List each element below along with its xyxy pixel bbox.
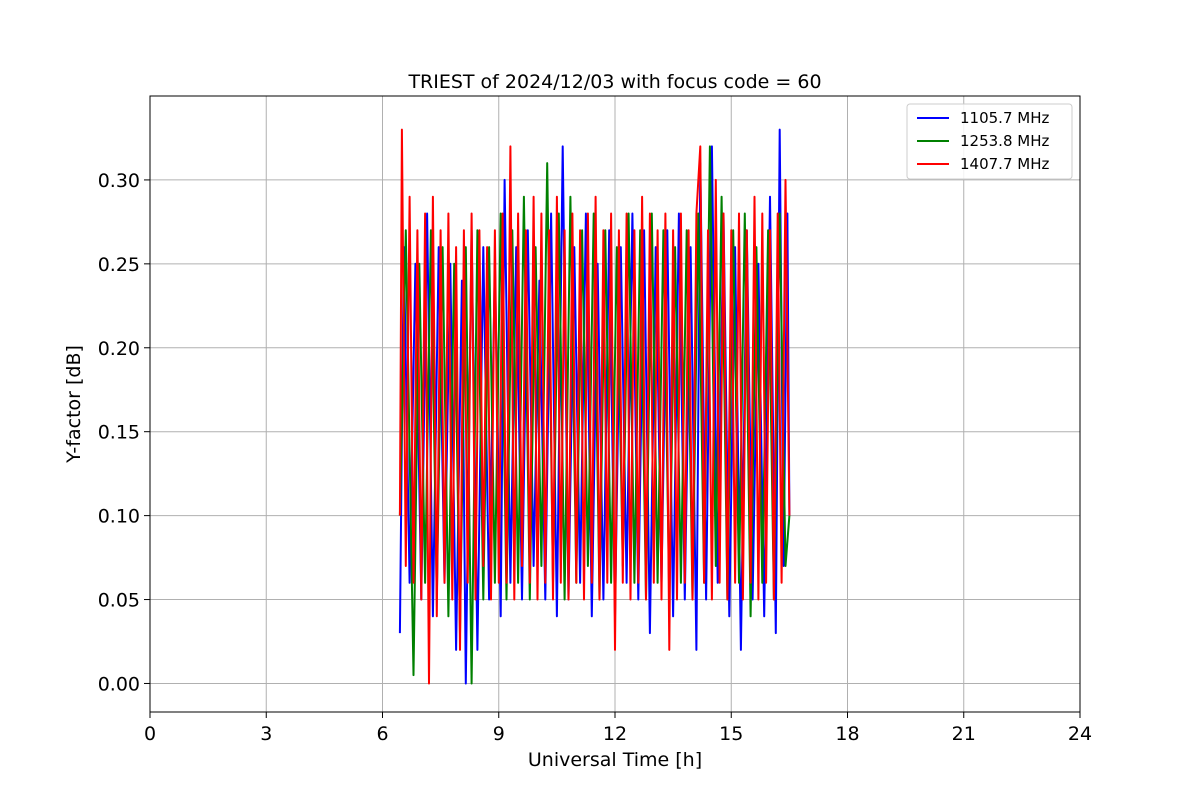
legend-label: 1407.7 MHz (960, 155, 1049, 173)
legend-label: 1105.7 MHz (960, 109, 1049, 127)
x-tick-label: 24 (1068, 723, 1092, 745)
x-tick-label: 0 (144, 723, 156, 745)
x-tick-label: 12 (603, 723, 627, 745)
x-tick-label: 15 (719, 723, 743, 745)
y-tick-label: 0.05 (98, 590, 140, 612)
y-tick-label: 0.25 (98, 254, 140, 276)
legend-box (906, 103, 1073, 180)
x-tick-label: 6 (376, 723, 388, 745)
legend: 1105.7 MHz 1253.8 MHz 1407.7 MHz (906, 103, 1073, 180)
y-tick-label: 0.00 (98, 673, 140, 695)
y-axis-title: Y-factor [dB] (63, 345, 85, 464)
series-line-3 (398, 128, 791, 685)
y-tick-label: 0.15 (98, 422, 140, 444)
y-tick-label: 0.30 (98, 170, 140, 192)
x-tick-label: 21 (952, 723, 976, 745)
chart-title: TRIEST of 2024/12/03 with focus code = 6… (407, 71, 821, 93)
y-tick-label: 0.20 (98, 338, 140, 360)
x-tick-label: 18 (835, 723, 859, 745)
series-layer (398, 128, 791, 685)
y-tick-label: 0.10 (98, 506, 140, 528)
legend-items: 1105.7 MHz 1253.8 MHz 1407.7 MHz (917, 109, 1049, 173)
x-axis-title: Universal Time [h] (528, 749, 702, 771)
x-tick-label: 3 (260, 723, 272, 745)
x-tick-label: 9 (493, 723, 505, 745)
legend-label: 1253.8 MHz (960, 132, 1049, 150)
tick-layer: 0 3 6 9 12 15 18 21 24 0.00 0.05 0.10 0.15 0.20 0.25 0.… (98, 170, 1092, 745)
series-line-1 (398, 128, 791, 685)
